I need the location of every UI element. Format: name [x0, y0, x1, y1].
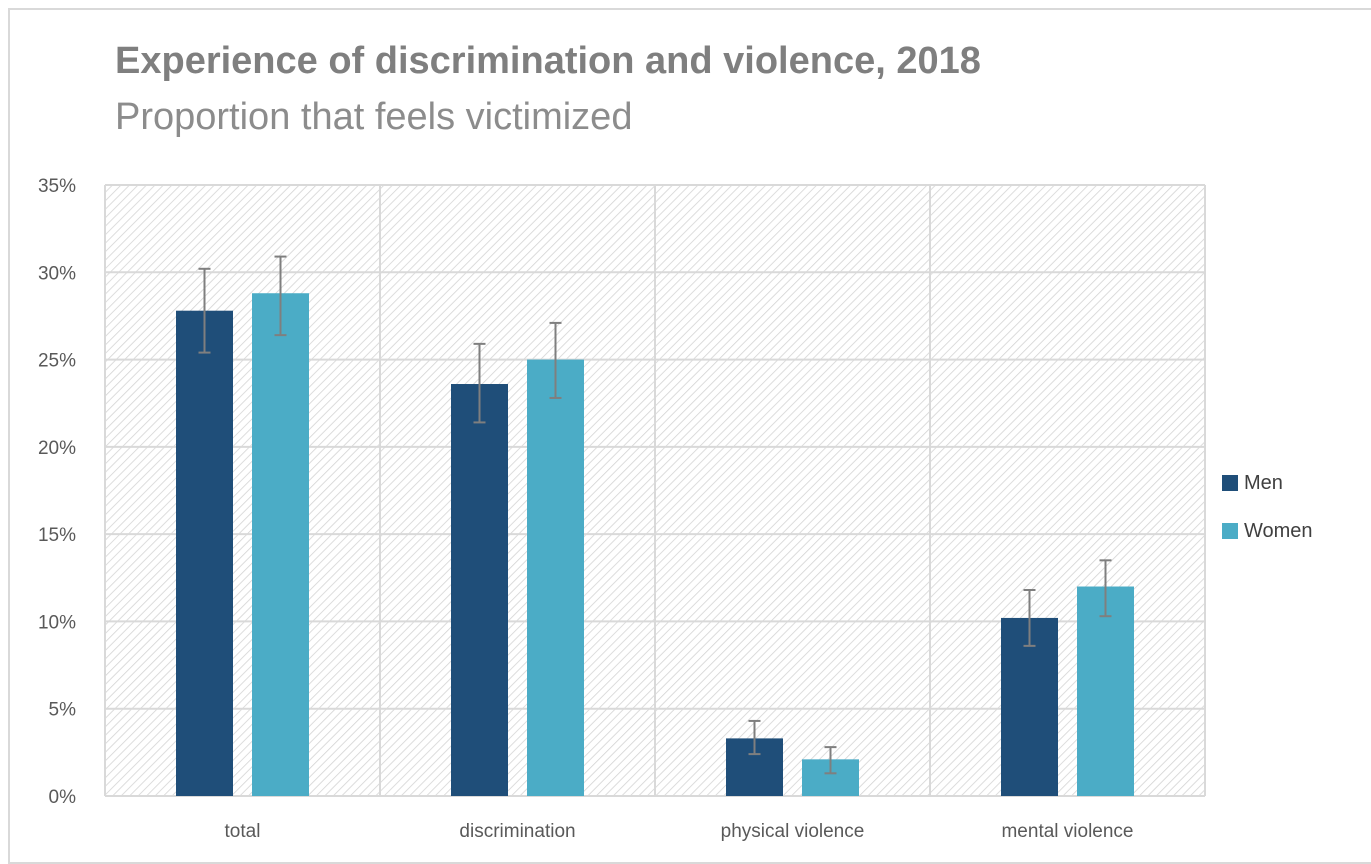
- chart-title: Experience of discrimination and violenc…: [115, 40, 981, 82]
- y-tick-label: 30%: [38, 263, 76, 284]
- chart-subtitle: Proportion that feels victimized: [115, 96, 633, 138]
- x-tick-label: physical violence: [721, 821, 865, 842]
- x-tick-label: discrimination: [459, 821, 575, 842]
- bar-women: [527, 359, 584, 796]
- legend: Men Women: [1222, 470, 1313, 566]
- legend-label-men: Men: [1244, 471, 1283, 494]
- bars: [176, 293, 1134, 796]
- bar-women: [252, 293, 309, 796]
- legend-item-men: Men: [1222, 470, 1313, 496]
- y-tick-label: 25%: [38, 351, 76, 372]
- error-bars: [198, 255, 1112, 775]
- y-tick-label: 15%: [38, 525, 76, 546]
- y-axis: 0% 5% 10% 15% 20% 25% 30% 35%: [38, 176, 76, 808]
- bar-women: [1077, 586, 1134, 796]
- x-axis: total discrimination physical violence ment…: [225, 821, 1134, 842]
- y-tick-label: 10%: [38, 612, 76, 633]
- x-tick-label: total: [225, 821, 261, 842]
- y-tick-label: 35%: [38, 176, 76, 197]
- legend-label-women: Women: [1244, 519, 1313, 542]
- legend-swatch-men: [1222, 475, 1238, 491]
- legend-item-women: Women: [1222, 518, 1313, 544]
- y-tick-label: 5%: [49, 700, 77, 721]
- legend-swatch-women: [1222, 523, 1238, 539]
- x-tick-label: mental violence: [1001, 821, 1133, 842]
- y-tick-label: 20%: [38, 438, 76, 459]
- bar-men: [176, 310, 233, 796]
- y-tick-label: 0%: [49, 787, 77, 808]
- bar-men: [1001, 617, 1058, 796]
- bar-men: [451, 384, 508, 796]
